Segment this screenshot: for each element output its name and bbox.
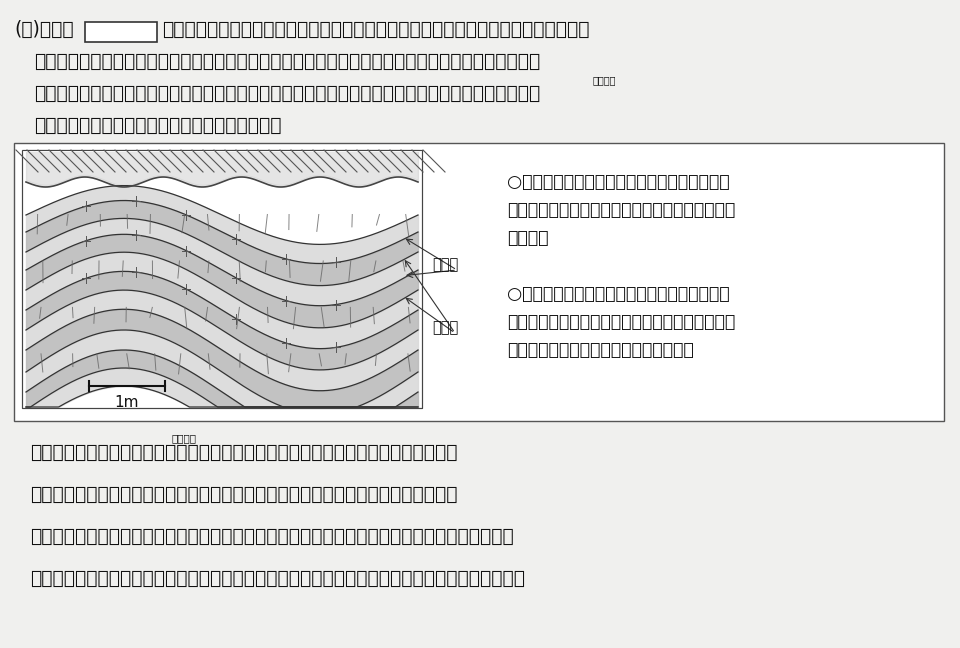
Text: １．　波打つように凹凸のある海底に，川から流れ出た砂や泥がゆっくり堆積した。: １． 波打つように凹凸のある海底に，川から流れ出た砂や泥がゆっくり堆積した。 (30, 443, 458, 462)
Text: たいせき: たいせき (593, 75, 616, 85)
Text: 砂の層: 砂の層 (432, 257, 458, 273)
Text: は，波打つように曲がっている地層があらわれているがけを観察したときのスケッチ: は，波打つように曲がっている地層があらわれているがけを観察したときのスケッチ (162, 20, 589, 39)
Text: いる泥の層が交互に重なっていた。: いる泥の層が交互に重なっていた。 (507, 341, 694, 359)
Text: ○　地層は，主に灰色の細かく粒のそろった砂: ○ 地層は，主に灰色の細かく粒のそろった砂 (507, 285, 730, 303)
Text: と，その状態を記録したメモである。この地層ができた過程を説明したものとして最も適するものを: と，その状態を記録したメモである。この地層ができた過程を説明したものとして最も適… (34, 52, 540, 71)
Text: ４．　ほぼ水平に堆積していた地層が，水平方向から押し縮められるような力を受けて曲がった。: ４． ほぼ水平に堆積していた地層が，水平方向から押し縮められるような力を受けて曲… (30, 569, 525, 588)
Text: 1m: 1m (115, 395, 139, 410)
Text: ３．　ほぼ水平に堆積していた地層において，上に堆積した地層の重みで下の地層が曲がった。: ３． ほぼ水平に堆積していた地層において，上に堆積した地層の重みで下の地層が曲が… (30, 527, 514, 546)
Bar (14, 143, 944, 421)
Bar (22, 150, 422, 408)
Text: ○　地面に対し，ほぼ垂直ながけに地層があら: ○ 地面に対し，ほぼ垂直ながけに地層があら (507, 173, 730, 191)
Bar (22, 150, 422, 408)
Text: (ｲ)　次の: (ｲ) 次の (14, 20, 74, 39)
Bar (22, 150, 422, 152)
Text: ２．　河口近くの場所で，川から砂や泥が一気に海底に流れ込んで一度に堆積した。: ２． 河口近くの場所で，川から砂や泥が一気に海底に流れ込んで一度に堆積した。 (30, 485, 458, 504)
Text: われていて，地層は波打つように曲がってい: われていて，地層は波打つように曲がってい (507, 201, 735, 219)
Bar (85, 22, 157, 42)
Text: あとの１〜４の中から一つ選び，その番号を書きなさい。なお，地層は堆積した当時の順序を保って: あとの１〜４の中から一つ選び，その番号を書きなさい。なお，地層は堆積した当時の順… (34, 84, 540, 103)
Text: でできている砂の層と，黒っぽい泥でできて: でできている砂の層と，黒っぽい泥でできて (507, 313, 735, 331)
Text: おうとつ: おうとつ (172, 433, 197, 443)
Text: た。: た。 (507, 229, 548, 247)
Text: おり，下になるほど古い地層であるものとする。: おり，下になるほど古い地層であるものとする。 (34, 116, 281, 135)
Text: 泥の層: 泥の層 (432, 321, 458, 336)
